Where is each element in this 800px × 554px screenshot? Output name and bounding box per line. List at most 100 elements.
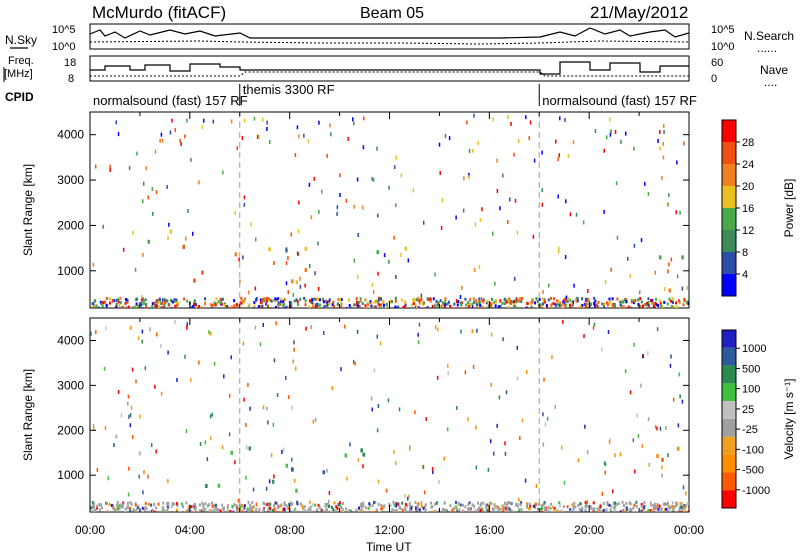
data-cell [111, 506, 114, 510]
data-cell [175, 304, 178, 308]
data-cell [489, 439, 492, 444]
data-cell [169, 229, 173, 234]
data-cell [415, 298, 418, 302]
data-cell [333, 304, 336, 308]
data-cell [599, 307, 602, 308]
data-cell [255, 502, 258, 507]
data-cell [212, 508, 215, 512]
data-cell [311, 298, 314, 302]
data-cell [681, 286, 684, 291]
data-cell [283, 501, 286, 505]
data-cell [681, 399, 684, 404]
data-cell [261, 304, 264, 308]
data-cell [337, 503, 340, 507]
data-cell [266, 406, 268, 411]
data-cell [144, 298, 147, 302]
data-cell [613, 307, 616, 308]
data-cell [236, 305, 239, 308]
data-cell [304, 299, 307, 303]
data-cell [99, 508, 102, 512]
data-cell [622, 300, 625, 304]
data-cell [223, 374, 225, 379]
data-cell [442, 307, 445, 308]
data-cell [269, 502, 272, 506]
colorbar-tick-label: 100 [742, 384, 760, 396]
colorbar-frame [721, 329, 737, 509]
data-cell [285, 511, 288, 512]
data-cell [151, 508, 154, 512]
data-cell [377, 271, 379, 276]
data-cell [144, 366, 147, 371]
data-cell [561, 302, 564, 306]
data-cell [676, 502, 679, 507]
data-cell [139, 414, 141, 419]
data-cell [134, 503, 137, 507]
data-cell [551, 511, 554, 512]
data-cell [571, 300, 574, 304]
data-cell [431, 304, 434, 308]
data-cell [597, 300, 600, 304]
data-cell [158, 297, 161, 301]
data-cell [164, 300, 167, 304]
data-cell [172, 300, 175, 304]
data-cell [455, 215, 457, 220]
data-cell [285, 247, 288, 252]
data-cell [147, 239, 150, 244]
data-cell [370, 303, 373, 307]
data-cell [288, 503, 291, 507]
data-cell [409, 507, 412, 511]
data-cell [235, 503, 238, 507]
data-cell [212, 119, 215, 124]
data-cell [323, 305, 326, 308]
date-title: 21/May/2012 [590, 3, 688, 22]
data-cell [630, 298, 633, 302]
data-cell [155, 300, 158, 304]
data-cell [317, 286, 320, 291]
data-cell [132, 306, 135, 308]
data-cell [156, 301, 159, 305]
data-cell [542, 290, 544, 295]
data-cell [426, 306, 429, 308]
x-tick-label: 16:00 [474, 523, 504, 537]
data-cell [125, 307, 128, 308]
data-cell [584, 500, 587, 504]
data-cell [172, 502, 175, 506]
data-cell [308, 182, 311, 187]
data-cell [103, 366, 106, 371]
data-cell [643, 505, 645, 510]
data-cell [572, 510, 575, 512]
data-cell [105, 296, 108, 300]
data-cell [624, 131, 627, 136]
data-cell [360, 448, 363, 453]
data-cell [156, 298, 159, 302]
data-cell [512, 301, 515, 305]
data-cell [311, 503, 314, 507]
data-cell [268, 140, 271, 145]
data-cell [167, 479, 169, 484]
data-cell [625, 501, 628, 505]
data-cell [289, 508, 292, 512]
data-cell [547, 511, 550, 512]
data-cell [593, 302, 596, 306]
data-cell [431, 505, 434, 509]
data-cell [304, 246, 308, 251]
data-cell [143, 508, 146, 512]
data-cell [285, 375, 287, 380]
data-cell [206, 457, 209, 462]
data-cell [346, 476, 348, 481]
data-cell [483, 298, 486, 302]
nsearch-dots: ...... [757, 41, 777, 55]
data-cell [348, 304, 351, 308]
data-cell [255, 507, 258, 511]
data-cell [273, 299, 276, 303]
data-cell [91, 510, 94, 512]
data-cell [252, 505, 255, 509]
data-cell [304, 283, 306, 288]
data-cell [456, 510, 459, 512]
data-cell [420, 501, 423, 506]
data-cell [115, 120, 118, 125]
data-cell [273, 507, 276, 511]
data-cell [268, 247, 271, 252]
data-cell [406, 496, 409, 501]
data-cell [327, 499, 330, 504]
